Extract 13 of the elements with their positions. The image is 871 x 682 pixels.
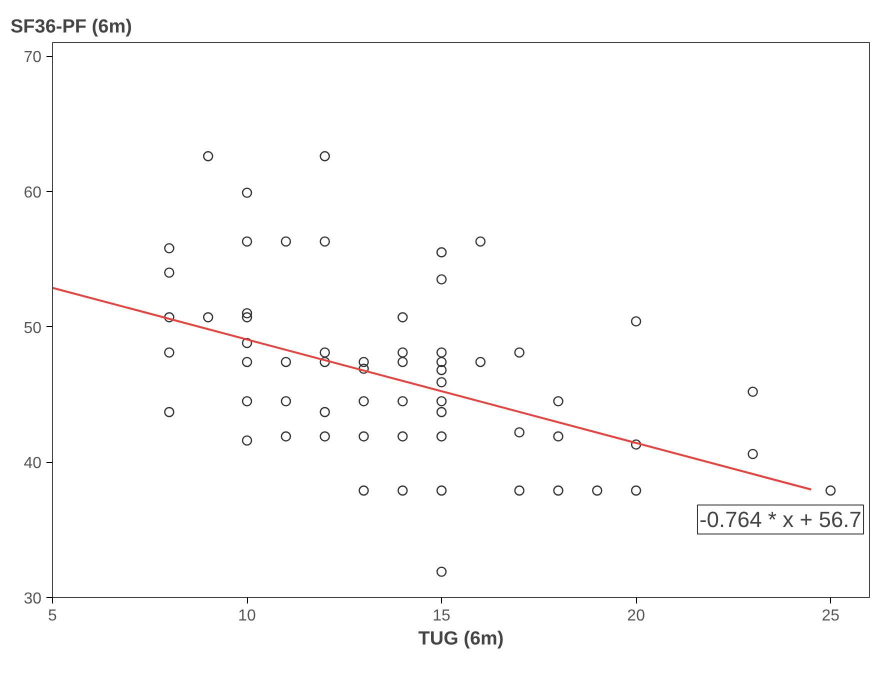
x-tick-label: 10: [238, 608, 256, 624]
y-tick-label: 60: [24, 184, 42, 202]
y-tick-label: 50: [24, 320, 42, 337]
y-tick-label: 40: [24, 455, 42, 472]
x-tick-label: 5: [48, 608, 58, 624]
x-tick-label: 15: [432, 608, 451, 624]
y-tick-label: 70: [24, 49, 42, 66]
y-tick-label: 30: [24, 590, 42, 608]
annotation: -0.764 * x + 56.7: [699, 507, 862, 532]
x-tick-label: 25: [822, 608, 840, 624]
y-axis-title: SF36-PF (6m): [10, 16, 132, 38]
x-tick-label: 20: [627, 608, 646, 624]
x-axis-title: TUG (6m): [418, 628, 504, 650]
